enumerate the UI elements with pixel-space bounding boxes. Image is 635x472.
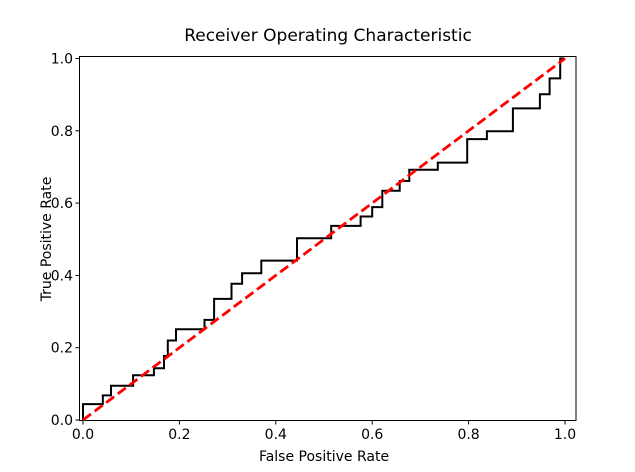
y-tick-label: 0.2 (51, 341, 73, 357)
y-tick-label: 1.0 (51, 52, 73, 68)
chance-diagonal-line (82, 57, 566, 422)
x-tick-label: 0.8 (457, 427, 479, 443)
x-tick-label: 1.0 (554, 427, 576, 443)
x-tick-label: 0.2 (168, 427, 190, 443)
x-axis-label: False Positive Rate (259, 449, 389, 465)
x-tick-label: 0.4 (265, 427, 287, 443)
y-axis-label: True Positive Rate (39, 177, 55, 303)
chart-title: Receiver Operating Characteristic (184, 26, 472, 46)
y-tick-label: 0.6 (51, 196, 73, 212)
y-tick-label: 0.0 (51, 413, 73, 429)
x-tick-label: 0.0 (72, 427, 94, 443)
x-tick-label: 0.6 (361, 427, 383, 443)
y-tick-label: 0.8 (51, 124, 73, 140)
plot-area (79, 56, 577, 421)
y-tick-label: 0.4 (51, 268, 73, 284)
